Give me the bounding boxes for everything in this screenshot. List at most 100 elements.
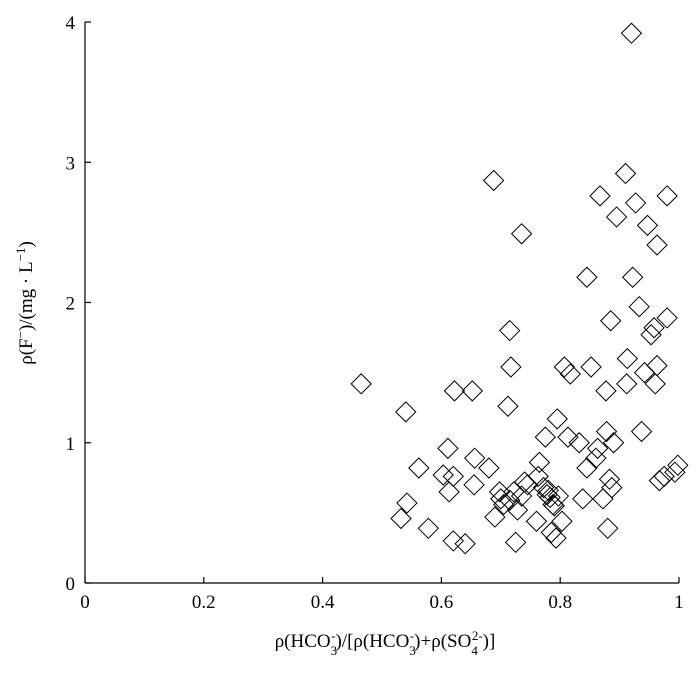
data-point [432,464,454,486]
data-point [516,474,539,496]
y-ticks: 0 1 2 3 4 [66,13,91,595]
data-point [648,469,671,492]
data-point [396,492,418,514]
data-point [543,495,565,517]
data-point [499,319,521,342]
data-point [478,457,500,479]
data-point [442,465,464,488]
data-point [644,373,666,395]
data-point [630,420,653,443]
data-point [557,426,579,448]
data-point [506,499,529,521]
data-point [482,169,505,192]
data-point [484,506,506,528]
data-point [551,510,573,532]
data-point [454,533,476,555]
data-point [463,474,485,496]
y-tick-label: 3 [66,153,76,174]
data-point [443,380,466,402]
axes [84,22,679,584]
data-point [528,451,551,474]
data-point [580,356,602,378]
x-ticks: 0 0.2 0.4 0.6 0.8 1 [80,577,684,613]
data-point [559,363,582,385]
data-point [616,373,638,395]
data-point [597,517,619,540]
data-point [664,461,686,483]
data-point [510,223,533,245]
data-point [646,234,668,256]
data-point [395,401,417,423]
data-point [599,310,622,332]
data-point [605,206,628,228]
data-point [350,373,372,395]
data-point [576,266,598,288]
data-point [545,527,567,549]
data-point [390,507,412,530]
data-point [527,465,549,488]
x-tick-label: 1 [674,592,684,613]
data-point [572,488,594,510]
data-point [656,307,678,329]
x-tick-label: 0.6 [430,592,454,613]
data-point [667,454,689,476]
x-tick-label: 0.4 [311,592,335,613]
data-point [602,432,625,454]
data-points [350,22,689,555]
data-point [497,395,519,417]
data-point [463,447,486,469]
y-tick-label: 4 [66,13,76,34]
data-point [534,426,557,448]
data-point [539,486,561,509]
data-point [461,380,483,402]
x-tick-label: 0 [80,592,90,613]
y-axis-title: ρ(F−)/(mg · L−1) [13,241,38,365]
data-point [488,481,511,503]
data-point [417,517,440,540]
data-point [592,488,614,510]
data-point [438,481,460,503]
data-point [620,22,643,44]
data-point [553,356,576,378]
x-axis-title: ρ(HCO3-)/[ρ(HCO3-)+ρ(SO42-)] [275,628,496,658]
x-tick-label: 0.8 [548,592,572,613]
data-point [525,510,548,532]
y-tick-label: 0 [66,574,76,595]
data-point [586,437,609,460]
data-point [546,408,568,430]
data-point [616,347,639,370]
x-tick-label: 0.2 [192,592,216,613]
data-point [598,468,621,490]
data-point [633,361,656,384]
data-point [601,476,623,499]
data-point [646,354,668,377]
data-point [504,531,527,554]
data-point [656,185,678,207]
data-point [640,324,662,346]
data-point [628,295,650,318]
data-point [653,465,675,488]
y-tick-label: 1 [66,434,76,455]
y-tick-label: 2 [66,294,76,315]
data-point [576,457,598,479]
data-point [636,214,659,237]
data-point [442,530,464,552]
data-point [437,437,459,460]
data-point [614,162,637,185]
data-point [510,485,533,507]
data-point [537,479,560,502]
data-point [643,317,665,339]
data-point [595,380,617,402]
data-point [621,266,644,288]
data-point [589,185,611,207]
data-point [568,432,590,454]
data-point [408,457,430,479]
data-point [585,447,607,469]
data-point [499,489,521,511]
data-point [540,521,562,544]
data-point [595,420,618,443]
data-point [547,485,570,507]
data-point [493,493,515,516]
data-point [532,476,555,499]
